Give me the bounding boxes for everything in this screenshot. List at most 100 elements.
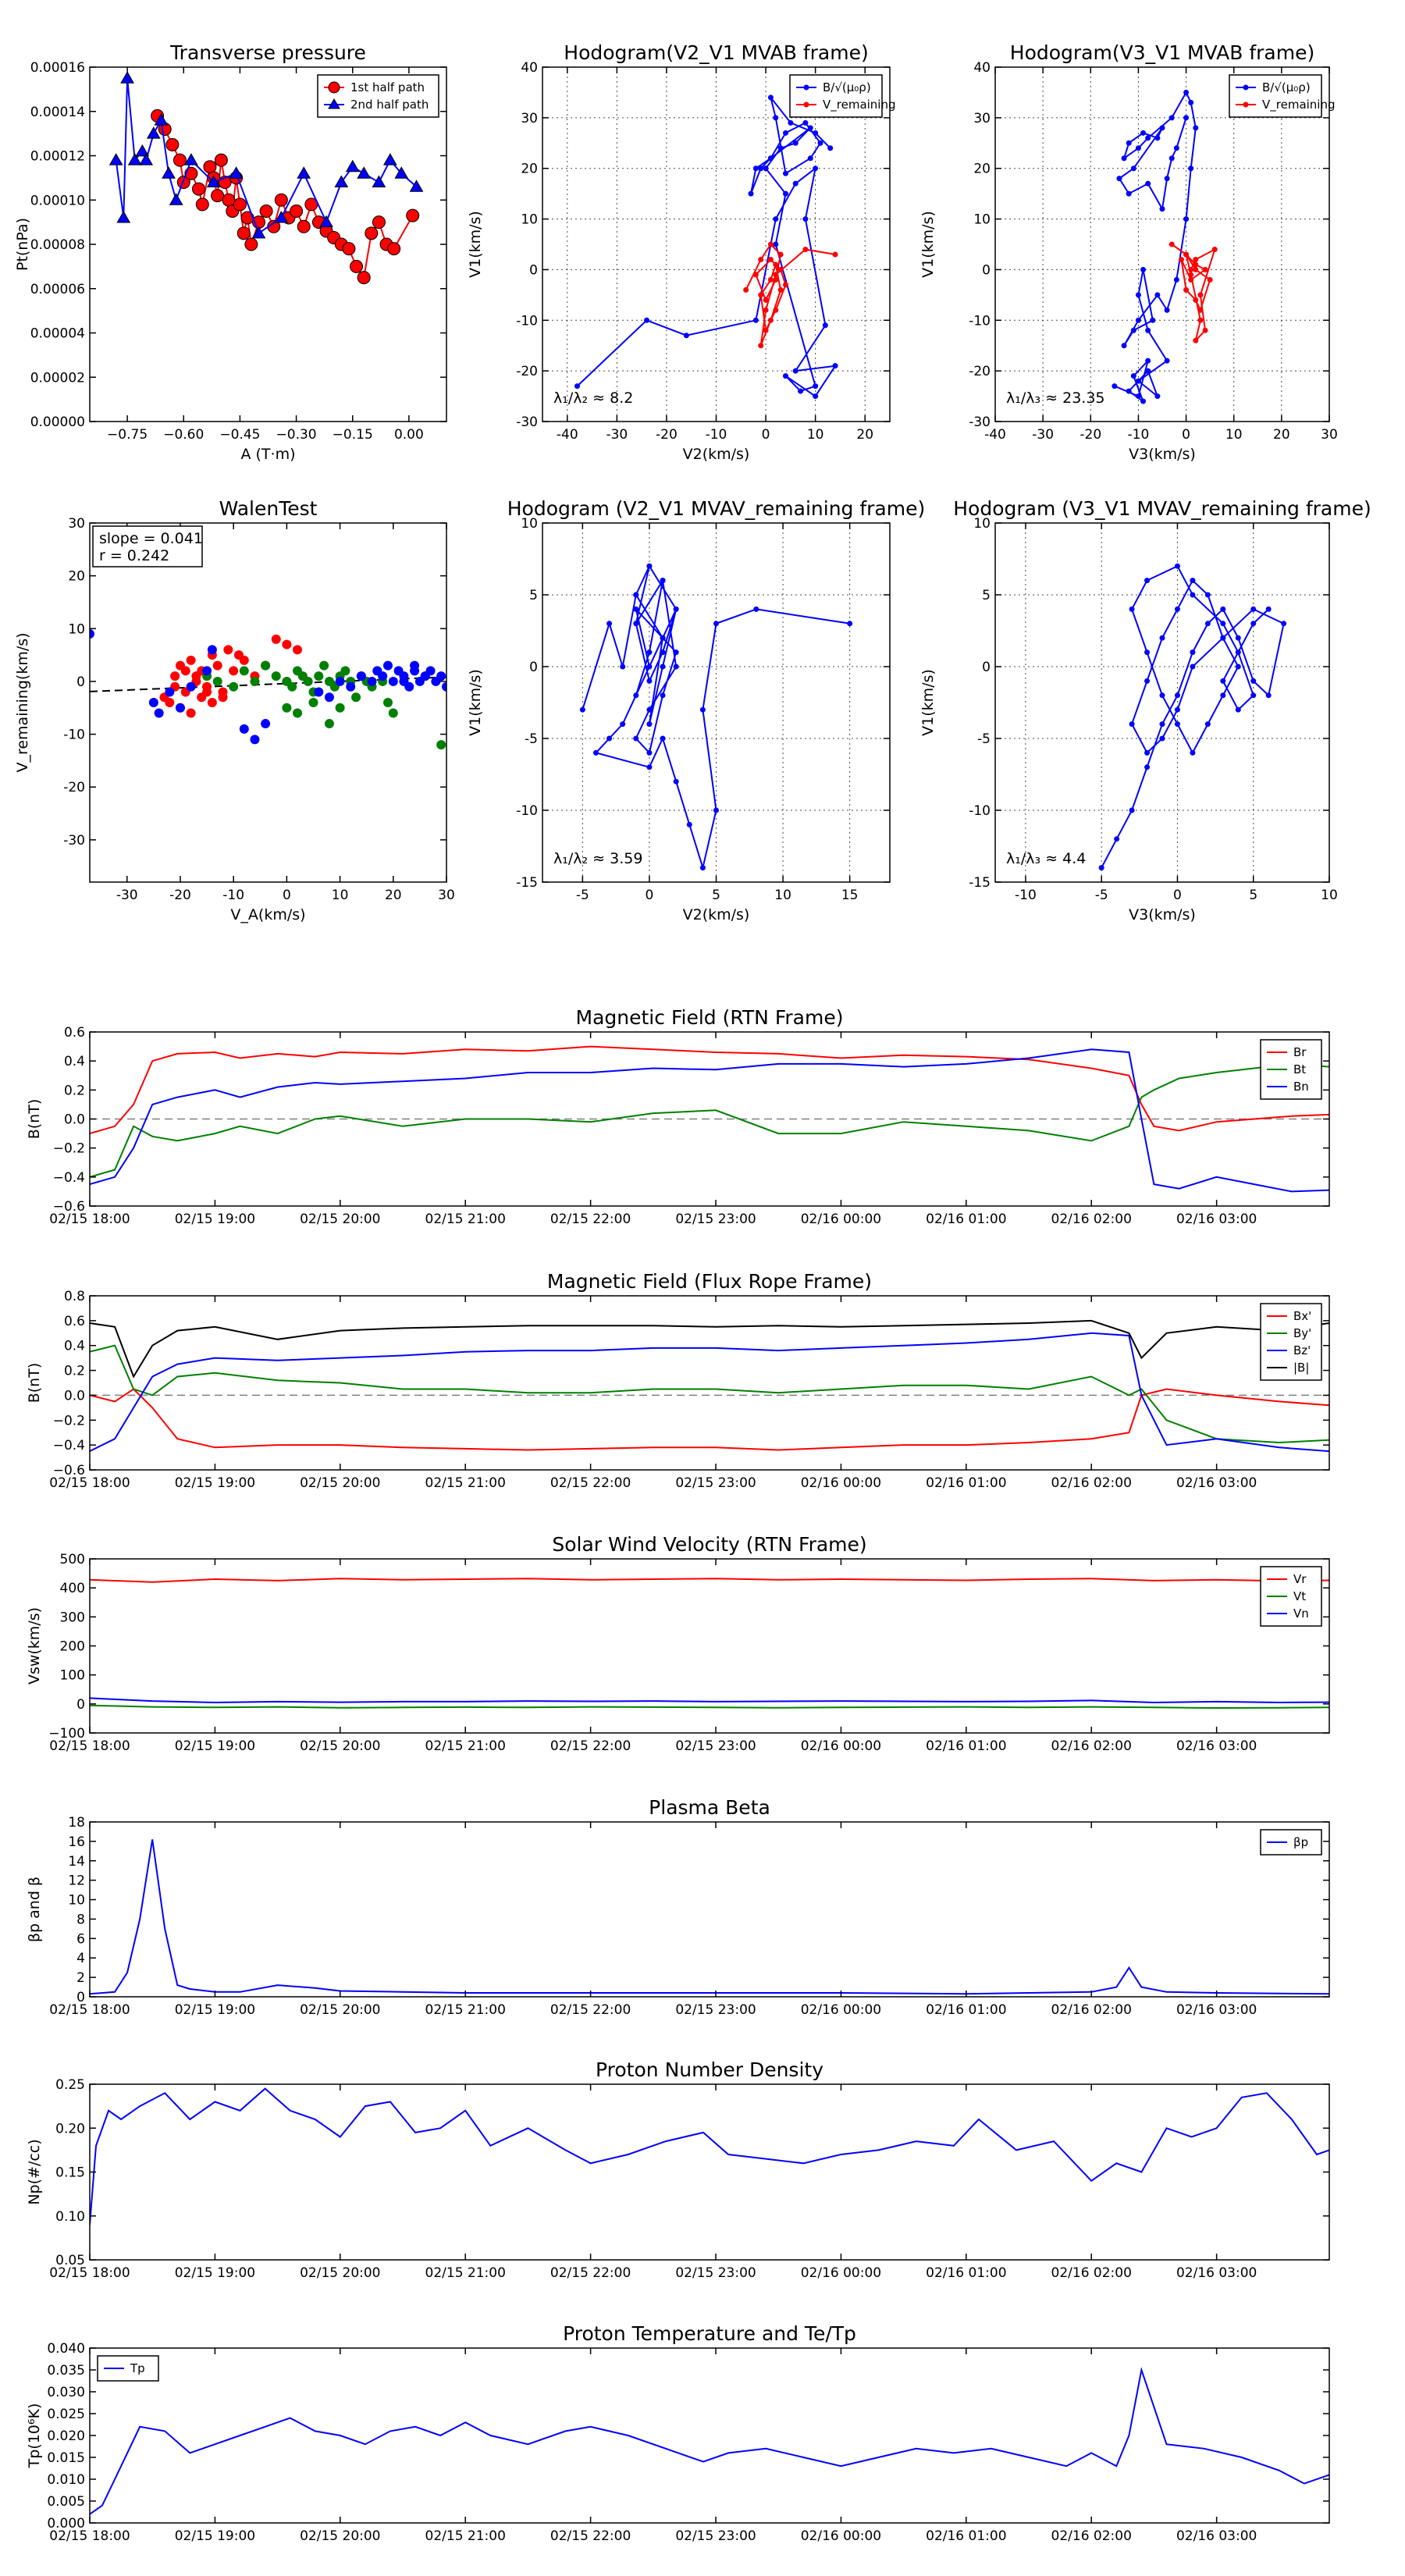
legend-label: Tp: [130, 2361, 145, 2375]
chart-title: Solar Wind Velocity (RTN Frame): [552, 1533, 866, 1556]
x-tick-label: 02/16 01:00: [926, 1475, 1006, 1491]
x-tick-label: 20: [385, 888, 402, 903]
x-tick-label: 02/15 23:00: [675, 2002, 756, 2018]
data-point: [287, 681, 297, 692]
data-point: [229, 681, 239, 692]
data-point: [382, 660, 393, 671]
x-tick-label: 0: [762, 427, 770, 443]
x-tick-label: 02/16 03:00: [1176, 2002, 1257, 2018]
data-point: [773, 241, 779, 247]
data-point: [660, 649, 666, 656]
data-point: [763, 297, 769, 303]
data-point: [170, 671, 180, 681]
data-point: [807, 125, 813, 131]
data-point: [1129, 807, 1135, 813]
y-tick-label: 16: [68, 1834, 85, 1850]
data-point: [324, 719, 334, 729]
data-point: [372, 175, 386, 188]
y-tick-label: 0.8: [64, 1289, 85, 1304]
data-point: [767, 276, 774, 283]
data-point: [802, 246, 809, 252]
y-axis-label: V1(km/s): [919, 211, 937, 278]
axes-frame: [89, 522, 447, 883]
data-point: [773, 272, 779, 278]
data-point: [165, 687, 175, 697]
data-point: [1188, 266, 1194, 272]
data-point: [1150, 317, 1156, 323]
x-tick-label: 02/15 20:00: [300, 2002, 380, 2018]
data-point: [324, 692, 334, 703]
data-point: [1220, 606, 1226, 612]
series-line-vt: [90, 1704, 1329, 1710]
data-point: [192, 182, 206, 196]
series-line-by-: [90, 1344, 1329, 1444]
series-line-tp: [90, 2367, 1329, 2515]
x-tick-label: 02/16 01:00: [926, 2528, 1006, 2544]
legend-label: 1st half path: [350, 80, 425, 94]
x-tick-label: 02/16 00:00: [801, 2528, 881, 2544]
y-tick-label: −0.2: [53, 1413, 85, 1429]
y-axis-label: B(nT): [26, 1363, 43, 1404]
x-tick-label: 02/16 03:00: [1176, 2265, 1257, 2281]
y-tick-label: −0.6: [53, 1463, 85, 1478]
data-point: [314, 671, 324, 681]
data-point: [1135, 378, 1141, 384]
data-point: [90, 629, 94, 639]
data-point: [783, 170, 788, 176]
x-tick-label: 10: [332, 888, 349, 903]
plot-area: [1098, 563, 1287, 871]
data-point: [1145, 327, 1151, 333]
data-point: [792, 180, 799, 187]
data-point: [388, 676, 398, 686]
y-tick-label: 30: [973, 111, 991, 126]
data-point: [214, 153, 228, 167]
data-point: [229, 666, 239, 676]
data-point: [606, 735, 613, 742]
data-point: [646, 706, 653, 713]
x-tick-label: 5: [712, 888, 720, 903]
y-tick-label: 0: [982, 660, 991, 675]
plot-area: [574, 94, 838, 400]
data-point: [592, 749, 599, 756]
legend-label: B/√(μ₀ρ): [823, 80, 871, 94]
chart-title: WalenTest: [219, 497, 318, 520]
panel-bfield_rtn: 02/15 18:00 02/15 19:00 02/15 20:00 02/15 2…: [26, 1006, 1330, 1227]
data-point: [135, 144, 150, 157]
y-tick-label: 12: [68, 1873, 85, 1889]
x-tick-label: 02/15 21:00: [425, 2265, 506, 2281]
data-point: [271, 634, 281, 644]
data-point: [673, 649, 679, 656]
data-point: [1190, 592, 1196, 598]
y-axis-label: Tp(10⁶K): [26, 2403, 43, 2469]
x-tick-label: 02/15 23:00: [675, 1738, 756, 1754]
data-point: [261, 660, 271, 671]
data-point: [1121, 343, 1127, 349]
y-tick-label: 10: [521, 212, 538, 228]
data-point: [382, 698, 393, 707]
y-tick-label: 0: [529, 660, 538, 675]
series-line--p: [90, 1839, 1329, 1995]
x-tick-label: -10: [706, 427, 727, 443]
data-point: [753, 606, 759, 612]
x-tick-label: 02/15 18:00: [49, 2002, 130, 2018]
data-point: [574, 383, 580, 390]
data-point: [777, 286, 784, 293]
data-point: [173, 153, 187, 167]
data-point: [1174, 706, 1180, 713]
y-tick-label: 0.00008: [30, 237, 85, 253]
data-point: [606, 621, 613, 627]
data-point: [646, 649, 653, 656]
x-tick-label: -20: [656, 427, 678, 443]
y-tick-label: 0.0: [64, 1388, 85, 1404]
data-point: [1140, 130, 1147, 136]
data-point: [660, 664, 666, 670]
data-point: [763, 307, 769, 313]
data-point: [767, 317, 774, 323]
data-point: [1159, 692, 1165, 699]
y-tick-label: 10: [973, 212, 991, 228]
data-point: [1188, 99, 1194, 105]
y-axis-label: V_remaining(km/s): [14, 632, 31, 772]
x-tick-label: 0: [283, 888, 291, 903]
